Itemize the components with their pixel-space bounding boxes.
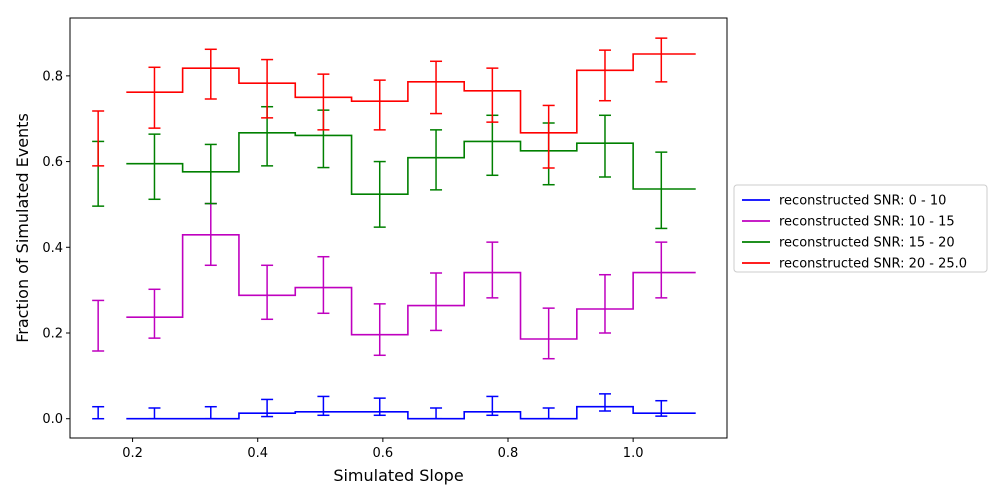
y-tick-label: 0.4 — [42, 241, 63, 256]
y-tick-label: 0.0 — [42, 412, 63, 427]
legend-frame — [733, 184, 988, 273]
legend-label: reconstructed SNR: 20 - 25.0 — [779, 257, 967, 272]
x-tick-label: 0.8 — [498, 446, 519, 461]
x-axis-label: Simulated Slope — [333, 466, 463, 485]
x-tick-label: 0.6 — [373, 446, 394, 461]
y-axis-label: Fraction of Simulated Events — [13, 113, 32, 343]
series-4 — [92, 37, 696, 169]
y-tick-label: 0.6 — [42, 155, 63, 170]
series-step-line — [126, 132, 696, 195]
series-step-line — [126, 53, 696, 134]
y-tick-label: 0.2 — [42, 327, 63, 342]
series-step-line — [126, 234, 696, 340]
y-tick-label: 0.8 — [42, 69, 63, 84]
legend-label: reconstructed SNR: 15 - 20 — [779, 236, 955, 251]
x-tick-label: 0.4 — [247, 446, 268, 461]
series-2 — [92, 202, 696, 360]
series-3 — [92, 105, 696, 230]
x-axis: 0.2 0.4 0.6 0.8 1.0 — [122, 438, 643, 461]
series-1 — [92, 393, 696, 420]
plot-area — [92, 37, 696, 420]
legend-label: reconstructed SNR: 10 - 15 — [779, 215, 955, 230]
axes-frame — [69, 17, 728, 439]
legend-label: reconstructed SNR: 0 - 10 — [779, 194, 946, 209]
series-step-line — [126, 405, 696, 420]
x-tick-label: 0.2 — [122, 446, 143, 461]
x-tick-label: 1.0 — [623, 446, 644, 461]
y-axis: 0.0 0.2 0.4 0.6 0.8 — [42, 69, 70, 427]
legend: reconstructed SNR: 0 - 10 reconstructed S… — [733, 184, 988, 273]
